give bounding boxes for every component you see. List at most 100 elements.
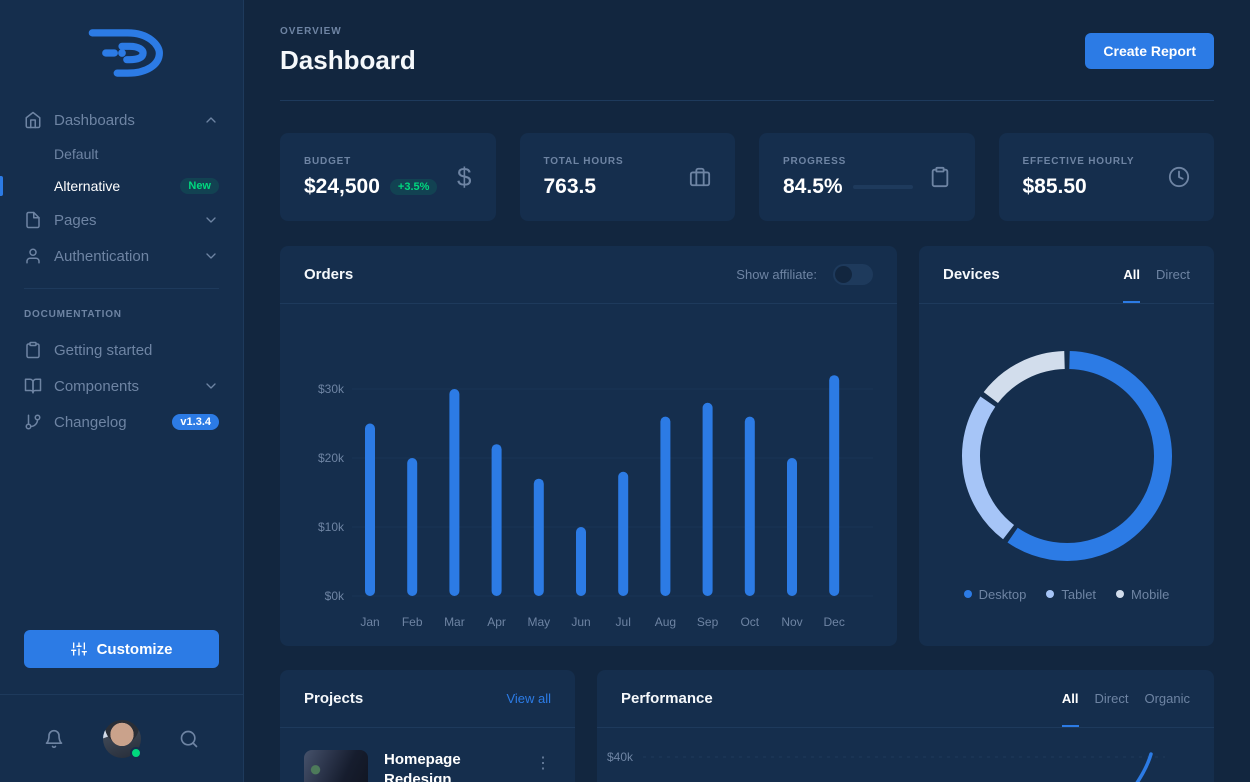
customize-button[interactable]: Customize xyxy=(24,630,219,668)
performance-tab-organic[interactable]: Organic xyxy=(1144,691,1190,706)
sliders-icon xyxy=(70,642,87,656)
orders-card: Orders Show affiliate: $0k $10k $20k $30k Ja… xyxy=(280,246,897,646)
devices-tab-direct[interactable]: Direct xyxy=(1156,267,1190,282)
view-all-link[interactable]: View all xyxy=(506,691,551,706)
svg-text:Oct: Oct xyxy=(740,615,759,629)
project-title: Homepage Redesign xyxy=(384,751,461,782)
projects-card-title: Projects xyxy=(304,690,364,707)
briefcase-icon xyxy=(689,167,711,187)
more-vertical-icon[interactable]: ⋮ xyxy=(535,755,551,772)
page-pretitle: Overview xyxy=(280,26,342,37)
svg-text:Dec: Dec xyxy=(824,615,845,629)
user-avatar[interactable] xyxy=(102,719,142,759)
sidebar-divider xyxy=(24,288,219,289)
dollar-sign-icon: $ xyxy=(457,161,472,192)
devices-card-title: Devices xyxy=(943,266,1000,283)
legend-label: Mobile xyxy=(1131,586,1170,602)
active-indicator xyxy=(0,176,3,196)
svg-text:$10k: $10k xyxy=(318,520,345,534)
online-status-dot xyxy=(129,746,142,759)
sidebar-item-alternative[interactable]: Alternative New xyxy=(0,170,243,202)
sidebar-item-pages[interactable]: Pages xyxy=(0,202,243,238)
sidebar-item-components[interactable]: Components xyxy=(0,368,243,404)
search-button[interactable] xyxy=(179,729,199,749)
sidebar-item-changelog[interactable]: Changelog v1.3.4 xyxy=(0,404,243,440)
create-report-button[interactable]: Create Report xyxy=(1085,33,1214,69)
legend-item-desktop: Desktop xyxy=(963,587,1026,602)
chevron-up-icon xyxy=(206,117,216,123)
stat-value: $85.50 xyxy=(1022,174,1087,198)
version-badge: v1.3.4 xyxy=(172,414,219,430)
sidebar-item-dashboards[interactable]: Dashboards xyxy=(0,102,243,138)
y-axis-tick-label: $40k xyxy=(607,750,634,764)
project-list-item[interactable]: Homepage Redesign ⋮ xyxy=(304,750,551,782)
mobile-legend-dot-icon xyxy=(1116,590,1125,598)
clock-icon xyxy=(1168,166,1190,188)
nav-label: Default xyxy=(54,146,99,162)
svg-text:Sep: Sep xyxy=(697,615,719,629)
nav-label: Components xyxy=(54,377,140,395)
legend-item-mobile: Mobile xyxy=(1116,587,1169,602)
stat-card-total-hours: Total hours 763.5 xyxy=(519,133,735,221)
git-branch-icon xyxy=(25,414,41,430)
search-icon xyxy=(180,730,198,747)
svg-text:May: May xyxy=(527,615,550,629)
project-thumbnail xyxy=(304,750,368,782)
projects-card: Projects View all Homepage Redesign ⋮ xyxy=(280,670,575,782)
svg-text:$30k: $30k xyxy=(318,382,345,396)
stat-value: 84.5% xyxy=(783,174,843,198)
sidebar-nav: Dashboards Default Alternative New Pages… xyxy=(0,102,243,440)
legend-label: Tablet xyxy=(1061,586,1097,602)
sidebar-item-default[interactable]: Default xyxy=(0,138,243,170)
desktop-legend-dot-icon xyxy=(963,590,972,598)
stats-row: Budget $24,500 +3.5% $ Total hours 763.5… xyxy=(280,133,1214,221)
customize-label: Customize xyxy=(96,640,173,658)
svg-text:$0k: $0k xyxy=(325,589,345,603)
performance-card: Performance All Direct Organic $40k xyxy=(597,670,1214,782)
devices-tab-all[interactable]: All xyxy=(1123,246,1140,303)
documentation-section-label: Documentation xyxy=(24,309,122,320)
new-badge: New xyxy=(180,178,219,194)
bell-icon xyxy=(45,729,63,748)
chevron-down-icon xyxy=(206,217,216,223)
toggle-knob xyxy=(835,266,852,283)
performance-line-chart: $40k xyxy=(607,750,1165,782)
stat-label: Total hours xyxy=(543,155,624,167)
chevron-down-icon xyxy=(206,383,216,389)
performance-tab-direct[interactable]: Direct xyxy=(1094,691,1129,706)
nav-label: Getting started xyxy=(54,341,153,359)
sidebar-item-getting-started[interactable]: Getting started xyxy=(0,332,243,368)
main-content: Overview Dashboard Create Report Budget … xyxy=(244,0,1250,782)
devices-donut-chart xyxy=(961,350,1172,561)
svg-text:Jul: Jul xyxy=(616,615,631,629)
orders-bar-chart: $0k $10k $20k $30k Jan Feb Mar Apr May Jun Jul Aug S… xyxy=(318,375,873,629)
trend-badge: +3.5% xyxy=(389,178,438,195)
stat-card-effective-hourly: Effective hourly $85.50 xyxy=(998,133,1214,221)
svg-text:Aug: Aug xyxy=(655,615,676,629)
chevron-down-icon xyxy=(206,253,216,259)
stat-label: Progress xyxy=(783,155,847,167)
svg-text:$20k: $20k xyxy=(318,451,345,465)
stat-card-budget: Budget $24,500 +3.5% $ xyxy=(280,133,496,221)
show-affiliate-toggle[interactable] xyxy=(833,264,873,285)
home-icon xyxy=(25,111,41,129)
progress-bar xyxy=(852,184,913,189)
notifications-button[interactable] xyxy=(44,729,64,749)
performance-line-series xyxy=(1135,752,1153,782)
nav-label: Alternative xyxy=(54,178,121,194)
page-title: Dashboard xyxy=(280,45,416,75)
sidebar-item-authentication[interactable]: Authentication xyxy=(0,238,243,274)
nav-label: Pages xyxy=(54,211,97,229)
sidebar: Dashboards Default Alternative New Pages… xyxy=(0,0,244,782)
svg-text:Jun: Jun xyxy=(571,615,590,629)
devices-legend: Desktop Tablet Mobile xyxy=(963,586,1169,602)
clipboard-icon xyxy=(26,341,40,359)
sidebar-footer xyxy=(0,694,243,782)
orders-card-title: Orders xyxy=(304,266,354,283)
stat-value: $24,500 xyxy=(304,174,380,198)
app-logo[interactable] xyxy=(0,0,243,102)
file-icon xyxy=(26,211,40,229)
performance-tab-all[interactable]: All xyxy=(1062,670,1079,727)
stat-value: 763.5 xyxy=(543,174,597,198)
stat-label: Effective hourly xyxy=(1022,155,1135,167)
